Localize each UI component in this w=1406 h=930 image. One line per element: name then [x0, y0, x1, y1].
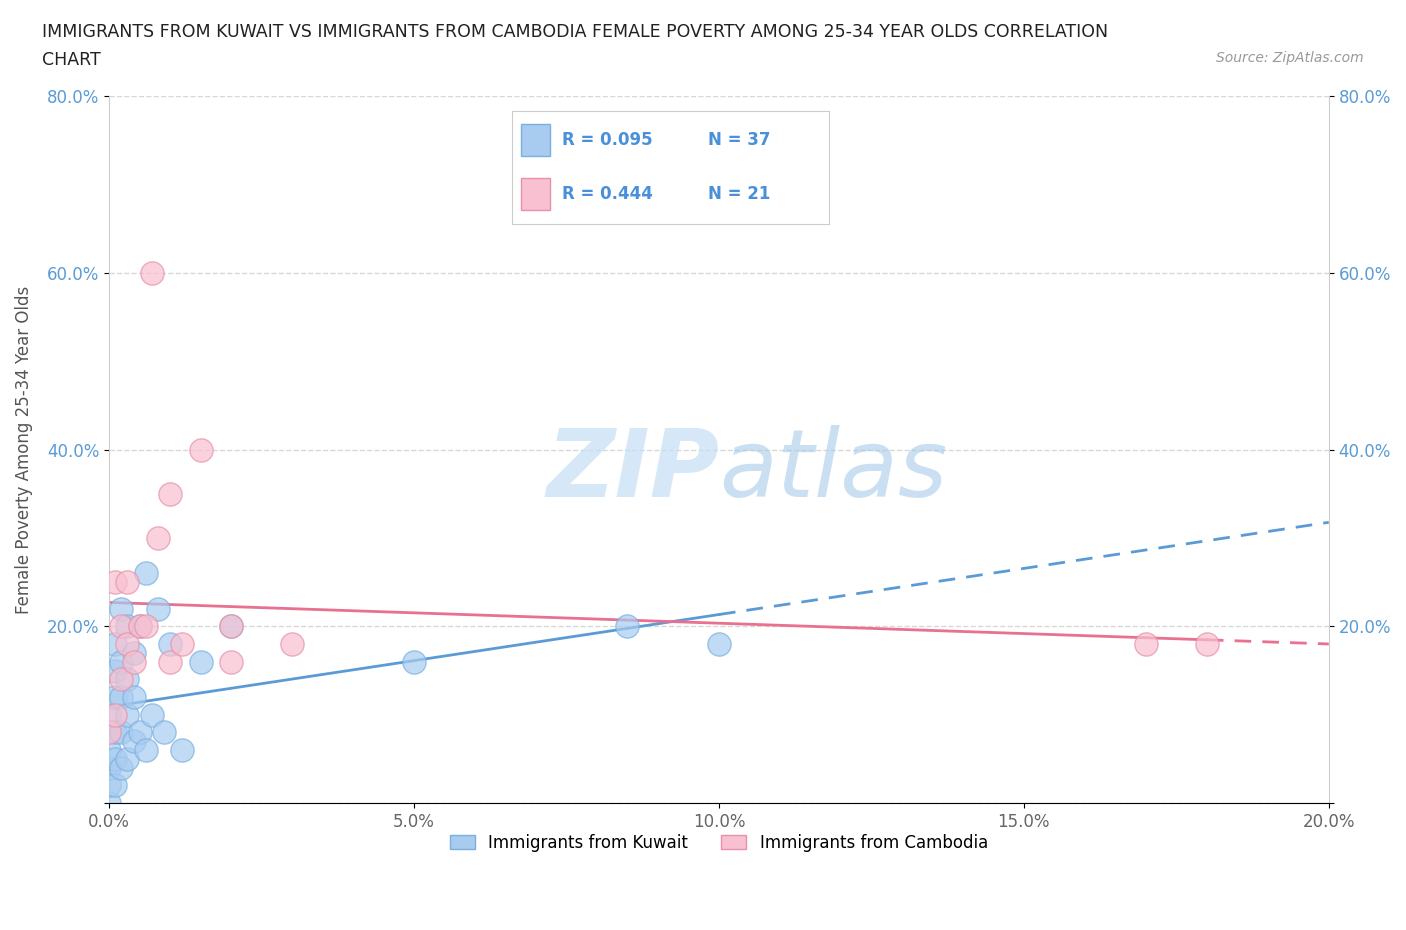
Point — [128, 619, 150, 634]
Point — [117, 672, 139, 687]
Text: ZIP: ZIP — [546, 425, 718, 517]
Point — [122, 655, 145, 670]
Point — [135, 619, 157, 634]
Point — [219, 655, 242, 670]
Point — [616, 619, 638, 634]
Point — [135, 566, 157, 581]
Point — [122, 734, 145, 749]
Point — [159, 637, 181, 652]
Point — [104, 663, 127, 678]
Text: Source: ZipAtlas.com: Source: ZipAtlas.com — [1216, 51, 1364, 65]
Point — [117, 575, 139, 590]
Point — [117, 637, 139, 652]
Point — [190, 443, 212, 458]
Text: CHART: CHART — [42, 51, 101, 69]
Point — [117, 619, 139, 634]
Point — [141, 266, 163, 281]
Point — [104, 751, 127, 766]
Point — [128, 725, 150, 740]
Point — [98, 761, 121, 776]
Point — [219, 619, 242, 634]
Point — [110, 619, 132, 634]
Point — [98, 796, 121, 811]
Point — [172, 637, 194, 652]
Point — [128, 619, 150, 634]
Point — [110, 690, 132, 705]
Point — [98, 708, 121, 723]
Point — [146, 531, 169, 546]
Point — [141, 708, 163, 723]
Point — [110, 672, 132, 687]
Point — [190, 655, 212, 670]
Point — [104, 725, 127, 740]
Point — [135, 743, 157, 758]
Point — [707, 637, 730, 652]
Point — [219, 619, 242, 634]
Text: IMMIGRANTS FROM KUWAIT VS IMMIGRANTS FROM CAMBODIA FEMALE POVERTY AMONG 25-34 YE: IMMIGRANTS FROM KUWAIT VS IMMIGRANTS FRO… — [42, 23, 1108, 41]
Point — [110, 761, 132, 776]
Point — [98, 725, 121, 740]
Point — [104, 575, 127, 590]
Point — [110, 602, 132, 617]
Point — [402, 655, 425, 670]
Point — [117, 708, 139, 723]
Point — [159, 486, 181, 501]
Point — [159, 655, 181, 670]
Point — [110, 725, 132, 740]
Point — [146, 602, 169, 617]
Text: atlas: atlas — [718, 425, 948, 516]
Point — [1135, 637, 1157, 652]
Point — [1195, 637, 1218, 652]
Point — [110, 655, 132, 670]
Point — [104, 637, 127, 652]
Point — [104, 690, 127, 705]
Point — [104, 708, 127, 723]
Point — [281, 637, 304, 652]
Point — [122, 690, 145, 705]
Point — [117, 751, 139, 766]
Legend: Immigrants from Kuwait, Immigrants from Cambodia: Immigrants from Kuwait, Immigrants from … — [443, 827, 994, 858]
Point — [98, 778, 121, 793]
Y-axis label: Female Poverty Among 25-34 Year Olds: Female Poverty Among 25-34 Year Olds — [15, 286, 32, 614]
Point — [122, 645, 145, 660]
Point — [98, 743, 121, 758]
Point — [153, 725, 176, 740]
Point — [104, 778, 127, 793]
Point — [172, 743, 194, 758]
